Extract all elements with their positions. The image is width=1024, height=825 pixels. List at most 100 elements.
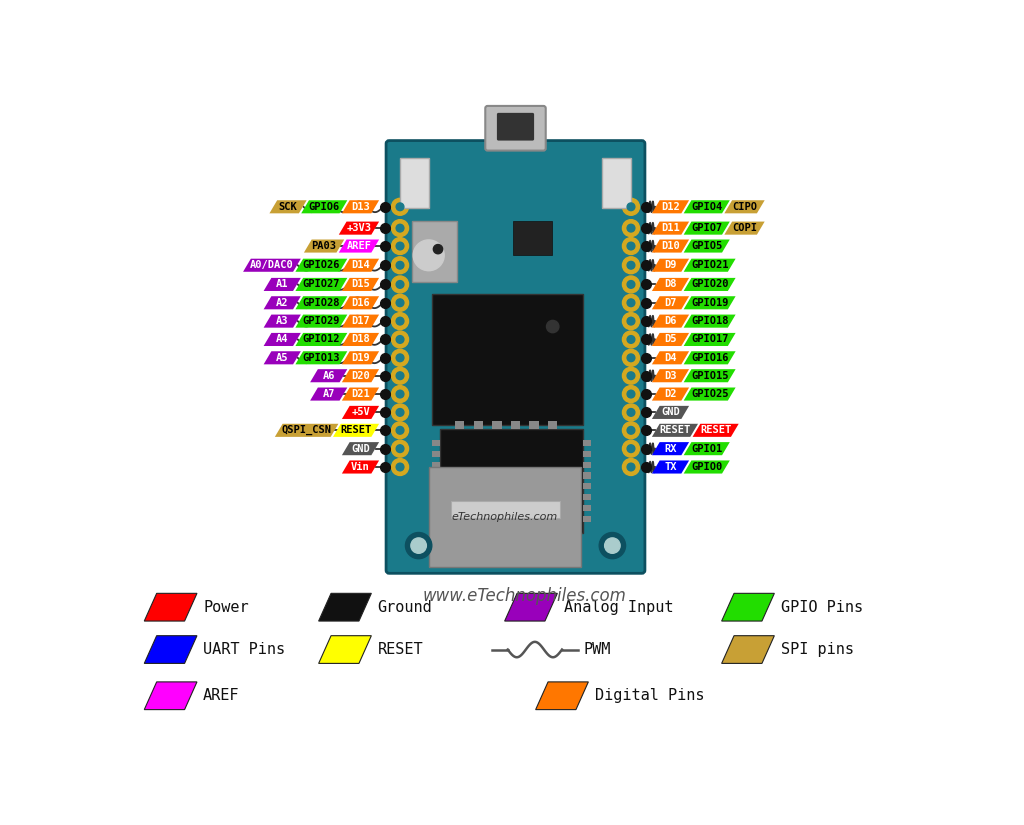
Bar <box>455 421 464 428</box>
Polygon shape <box>684 200 730 214</box>
Polygon shape <box>295 333 347 346</box>
Polygon shape <box>269 200 306 214</box>
Circle shape <box>391 257 409 274</box>
Circle shape <box>627 354 635 361</box>
Polygon shape <box>652 369 689 382</box>
Polygon shape <box>652 424 698 437</box>
Polygon shape <box>724 200 765 214</box>
Circle shape <box>623 331 640 348</box>
Circle shape <box>627 262 635 269</box>
Circle shape <box>627 463 635 471</box>
Polygon shape <box>684 259 735 271</box>
Text: PA03: PA03 <box>311 241 337 251</box>
Bar <box>439 428 583 532</box>
Circle shape <box>623 276 640 293</box>
Polygon shape <box>295 278 347 291</box>
Text: Digital Pins: Digital Pins <box>595 688 705 703</box>
Polygon shape <box>684 239 730 252</box>
Text: GPIO28: GPIO28 <box>303 298 340 308</box>
Text: GND: GND <box>351 444 370 454</box>
Polygon shape <box>684 333 735 346</box>
Polygon shape <box>652 351 689 365</box>
Polygon shape <box>652 406 689 419</box>
Polygon shape <box>295 259 347 271</box>
Text: GPIO29: GPIO29 <box>303 316 340 326</box>
Polygon shape <box>684 296 735 309</box>
Bar <box>429 467 581 567</box>
Text: Power: Power <box>203 600 249 615</box>
Bar <box>493 532 502 540</box>
Text: GPIO5: GPIO5 <box>691 241 722 251</box>
Bar <box>493 421 502 428</box>
Circle shape <box>396 445 403 453</box>
Circle shape <box>627 390 635 398</box>
Text: D19: D19 <box>351 353 370 363</box>
Circle shape <box>391 441 409 457</box>
Polygon shape <box>301 200 347 214</box>
Text: GPIO18: GPIO18 <box>691 316 728 326</box>
Circle shape <box>391 219 409 237</box>
Circle shape <box>396 203 403 210</box>
Polygon shape <box>144 593 197 621</box>
Polygon shape <box>304 239 344 252</box>
Polygon shape <box>243 259 301 271</box>
Text: D8: D8 <box>665 280 677 290</box>
Text: D18: D18 <box>351 334 370 345</box>
Polygon shape <box>318 593 372 621</box>
Circle shape <box>396 336 403 343</box>
Circle shape <box>396 427 403 434</box>
Polygon shape <box>144 682 197 710</box>
Text: GPIO17: GPIO17 <box>691 334 728 345</box>
Polygon shape <box>342 351 379 365</box>
Text: D20: D20 <box>351 370 370 380</box>
Circle shape <box>623 219 640 237</box>
Text: RX: RX <box>665 444 677 454</box>
Polygon shape <box>652 222 689 234</box>
Text: A6: A6 <box>323 370 335 380</box>
Circle shape <box>623 198 640 215</box>
Text: +5V: +5V <box>351 408 370 417</box>
Bar <box>432 483 439 489</box>
Text: GND: GND <box>662 408 680 417</box>
Circle shape <box>623 422 640 439</box>
Circle shape <box>391 349 409 366</box>
Circle shape <box>627 318 635 325</box>
Polygon shape <box>274 424 338 437</box>
Text: GPIO1: GPIO1 <box>691 444 722 454</box>
Polygon shape <box>652 460 689 474</box>
Text: QSPI_CSN: QSPI_CSN <box>282 425 332 436</box>
Text: A2: A2 <box>276 298 289 308</box>
Circle shape <box>396 372 403 380</box>
Polygon shape <box>342 296 379 309</box>
Bar <box>432 462 439 468</box>
Text: D10: D10 <box>662 241 680 251</box>
Circle shape <box>391 198 409 215</box>
Circle shape <box>391 422 409 439</box>
Polygon shape <box>652 239 689 252</box>
Bar <box>432 294 583 425</box>
Bar <box>400 158 429 208</box>
Bar <box>601 158 631 208</box>
Circle shape <box>623 441 640 457</box>
Polygon shape <box>263 351 301 365</box>
Text: eTechnophiles.com: eTechnophiles.com <box>452 512 558 522</box>
Polygon shape <box>652 442 689 455</box>
Polygon shape <box>263 314 301 328</box>
Polygon shape <box>722 593 774 621</box>
Circle shape <box>623 367 640 384</box>
Bar <box>455 532 464 540</box>
Circle shape <box>627 445 635 453</box>
Polygon shape <box>652 200 689 214</box>
Circle shape <box>599 532 626 559</box>
Polygon shape <box>652 314 689 328</box>
Circle shape <box>627 203 635 210</box>
Polygon shape <box>295 296 347 309</box>
Text: GPIO12: GPIO12 <box>303 334 340 345</box>
Polygon shape <box>342 278 379 291</box>
Polygon shape <box>318 636 372 663</box>
Text: Analog Input: Analog Input <box>563 600 673 615</box>
Text: D14: D14 <box>351 260 370 271</box>
Polygon shape <box>684 388 735 401</box>
Text: RESET: RESET <box>378 642 423 657</box>
Polygon shape <box>652 296 689 309</box>
